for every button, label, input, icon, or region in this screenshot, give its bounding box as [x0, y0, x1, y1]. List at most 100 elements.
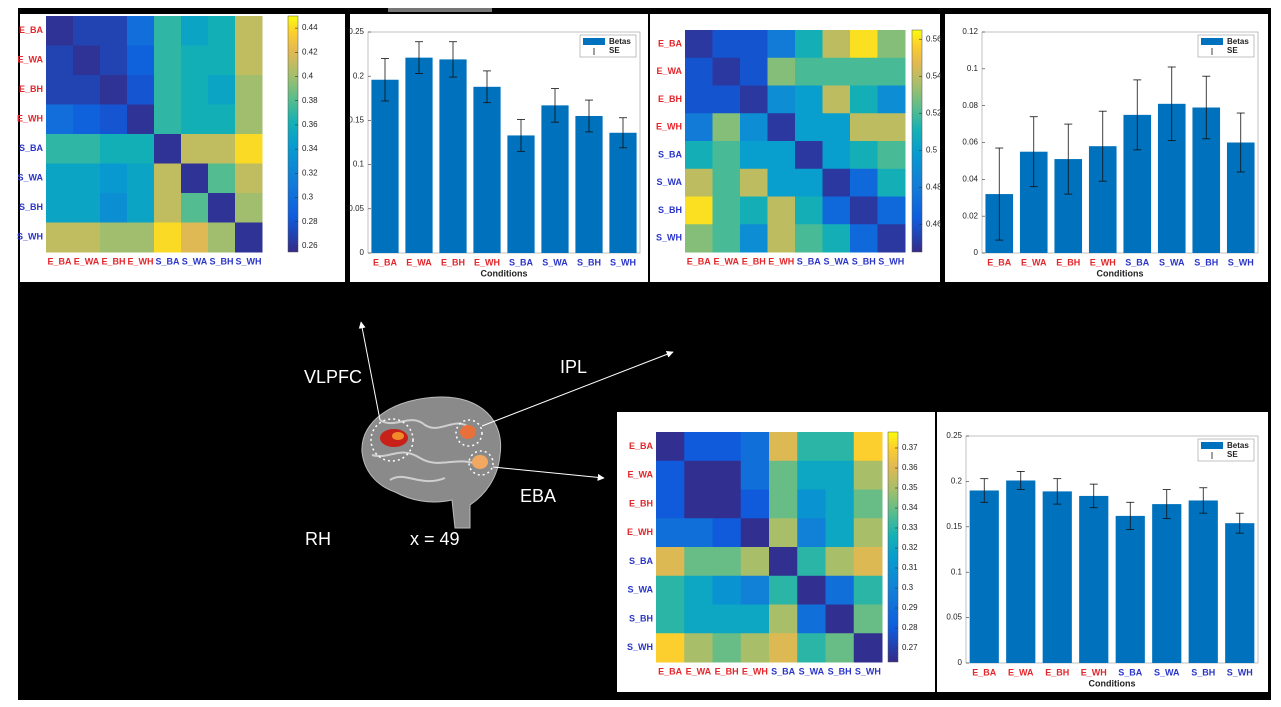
y-tick-label: E_WA: [17, 55, 43, 65]
x-tick-label: S_WH: [235, 256, 261, 266]
heatmap-cell: [684, 518, 713, 547]
heatmap-cell: [768, 58, 796, 86]
x-tick-label: E_WH: [474, 257, 500, 267]
heatmap-cell: [823, 169, 851, 197]
heatmap-cell: [740, 86, 768, 114]
heatmap-cell: [235, 75, 263, 105]
x-axis-label: Conditions: [481, 268, 528, 278]
x-tick-label: E_WA: [74, 256, 100, 266]
heatmap-cell: [684, 432, 713, 461]
x-tick-label: S_BA: [155, 256, 180, 266]
heatmap-cell: [823, 113, 851, 141]
colorbar-tick-label: 0.44: [302, 23, 318, 32]
x-tick-label: S_BA: [1125, 257, 1150, 267]
colorbar-tick-label: 0.31: [902, 563, 918, 572]
bar: [970, 490, 999, 663]
x-tick-label: E_BH: [101, 256, 125, 266]
heatmap-cell: [797, 633, 826, 662]
heatmap-cell: [797, 547, 826, 576]
heatmap-cell: [850, 113, 878, 141]
heatmap-cell: [181, 75, 209, 105]
y-tick-label: 0.06: [962, 138, 978, 147]
heatmap-cell: [100, 193, 128, 223]
y-tick-label: S_BH: [19, 202, 43, 212]
x-tick-label: S_WH: [855, 666, 881, 676]
heatmap-cell: [685, 86, 713, 114]
heatmap-cell: [684, 547, 713, 576]
x-tick-label: E_WA: [1021, 257, 1047, 267]
heatmap-cell: [127, 75, 155, 105]
legend-label: Betas: [1227, 441, 1249, 450]
heatmap-cell: [740, 141, 768, 169]
heatmap-cell: [850, 197, 878, 225]
heatmap-cell: [797, 605, 826, 634]
heatmap-cell: [740, 197, 768, 225]
colorbar-tick-label: 0.4: [302, 72, 314, 81]
x-tick-label: S_WH: [878, 256, 904, 266]
heatmap-cell: [826, 605, 855, 634]
y-tick-label: 0.15: [348, 116, 364, 125]
colorbar-tick-label: 0.37: [902, 443, 918, 452]
heatmap-cell: [154, 193, 182, 223]
heatmap-cell: [823, 30, 851, 58]
heatmap-cell: [850, 58, 878, 86]
y-tick-label: S_WA: [656, 177, 682, 187]
heatmap-cell: [795, 30, 823, 58]
y-tick-label: S_BH: [658, 205, 682, 215]
heatmap-cell: [656, 432, 685, 461]
heatmap-cell: [769, 518, 798, 547]
bar: [405, 58, 432, 253]
heatmap-cell: [854, 605, 883, 634]
heatmap-cell: [73, 105, 101, 135]
bar: [1152, 504, 1181, 663]
heatmap-cell: [795, 169, 823, 197]
x-tick-label: S_BH: [852, 256, 876, 266]
y-tick-label: 0.04: [962, 174, 978, 183]
bar: [1043, 491, 1072, 663]
heatmap-cell: [208, 134, 236, 164]
heatmap-cell: [713, 169, 741, 197]
heatmap-cell: [46, 46, 74, 76]
heatmap-cell: [73, 193, 101, 223]
y-tick-label: E_BA: [19, 25, 44, 35]
heatmap-cell: [713, 197, 741, 225]
heatmap-cell: [854, 576, 883, 605]
x-tick-label: S_BH: [577, 257, 601, 267]
heatmap-cell: [685, 169, 713, 197]
x-tick-label: E_WH: [1081, 667, 1107, 677]
heatmap-cell: [768, 197, 796, 225]
colorbar-tick-label: 0.38: [302, 96, 318, 105]
y-tick-label: 0.1: [967, 64, 979, 73]
heatmap-cell: [878, 169, 906, 197]
figure: VLPFC IPL EBA RH x = 49 E_BAE_BAE_WAE_WA…: [0, 0, 1281, 702]
colorbar: [288, 16, 298, 252]
x-tick-label: S_BA: [509, 257, 534, 267]
y-tick-label: E_WA: [656, 66, 682, 76]
heatmap-cell: [826, 576, 855, 605]
y-tick-label: 0: [360, 248, 365, 257]
heatmap-cell: [181, 105, 209, 135]
bar: [1225, 523, 1254, 663]
x-tick-label: E_WH: [127, 256, 153, 266]
x-tick-label: S_WA: [1159, 257, 1185, 267]
heatmap-cell: [823, 224, 851, 252]
heatmap-cell: [100, 105, 128, 135]
y-tick-label: S_BA: [658, 149, 683, 159]
heatmap-cell: [768, 141, 796, 169]
y-tick-label: 0.02: [962, 211, 978, 220]
heatmap-cell: [741, 547, 770, 576]
heatmap-cell: [684, 490, 713, 519]
heatmap-cell: [826, 633, 855, 662]
heatmap-cell: [181, 164, 209, 194]
heatmap-cell: [854, 461, 883, 490]
heatmap-cell: [797, 576, 826, 605]
heatmap-cell: [127, 16, 155, 46]
heatmap-cell: [656, 518, 685, 547]
colorbar-tick-label: 0.34: [902, 503, 918, 512]
heatmap-cell: [46, 164, 74, 194]
legend-label: SE: [609, 46, 620, 55]
y-tick-label: 0: [974, 248, 979, 257]
x-tick-label: E_BA: [658, 666, 683, 676]
y-tick-label: S_WH: [656, 233, 682, 243]
heatmap-cell: [741, 633, 770, 662]
